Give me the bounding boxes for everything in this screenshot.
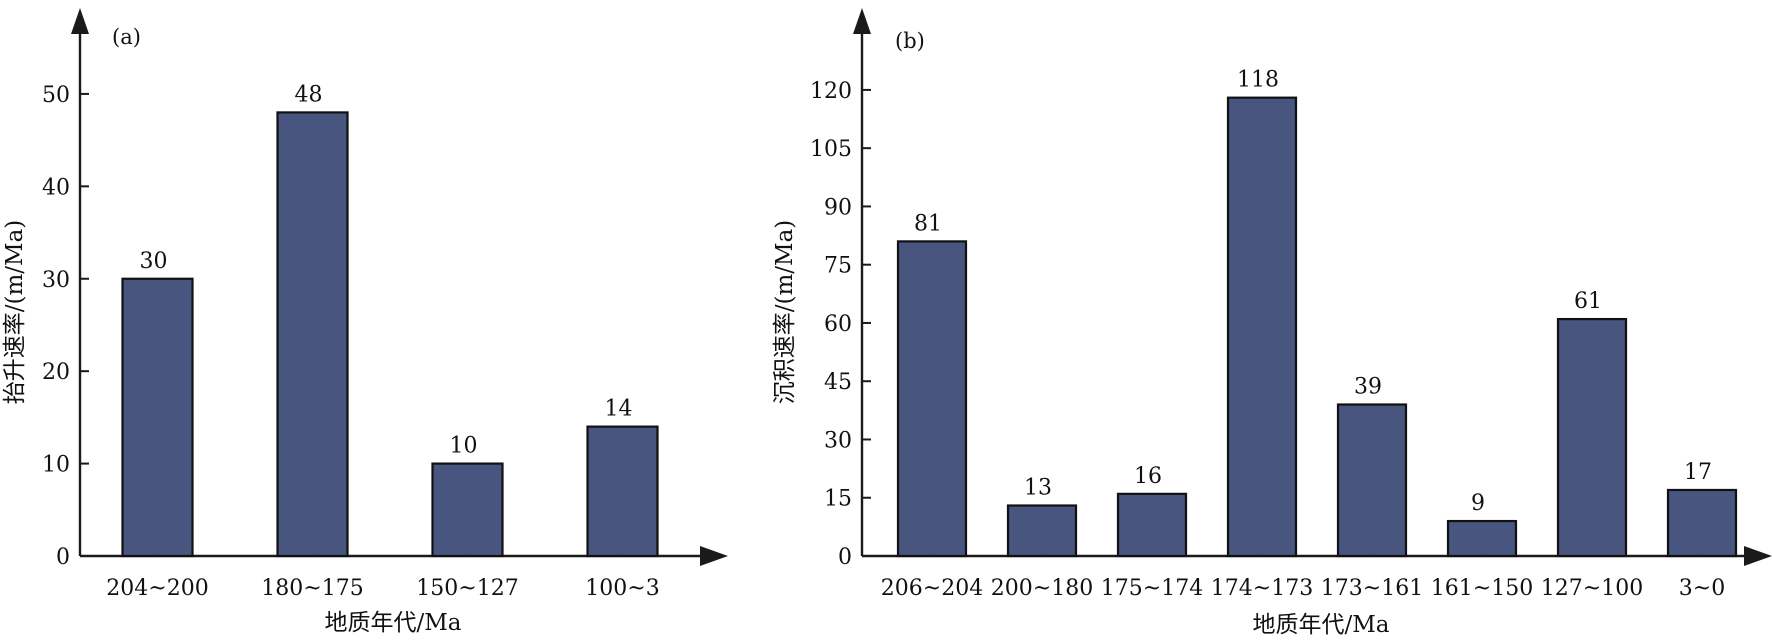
data-label: 10 (450, 434, 478, 459)
y-tick-label: 90 (824, 195, 852, 220)
bar-161~150 (1446, 519, 1518, 558)
y-tick-label: 20 (42, 360, 70, 385)
y-tick-label: 30 (824, 428, 852, 453)
x-axis-arrow (1744, 546, 1772, 566)
bar-127~100 (1556, 317, 1628, 558)
data-label: 14 (605, 397, 633, 422)
x-tick-label: 206~204 (881, 576, 983, 601)
y-tick-label: 60 (824, 312, 852, 337)
y-tick-label: 0 (838, 545, 852, 570)
bar-174~173 (1226, 96, 1298, 558)
chart-panel-a: 0 10 20 30 40 50 30 204~200 48 180~175 10 150~127 14… (2, 8, 728, 636)
data-label: 30 (140, 249, 168, 274)
panel-label: (b) (895, 29, 925, 53)
x-tick-label: 173~161 (1321, 576, 1423, 601)
data-label: 81 (914, 211, 942, 236)
x-tick-label: 150~127 (416, 576, 518, 601)
data-label: 17 (1684, 460, 1712, 485)
x-tick-label: 180~175 (261, 576, 363, 601)
x-tick-label: 204~200 (106, 576, 208, 601)
y-axis-title: 沉积速率/(m/Ma) (772, 220, 798, 405)
y-tick-label: 15 (824, 487, 852, 512)
data-label: 61 (1574, 289, 1602, 314)
bar-3~0 (1666, 488, 1738, 558)
y-axis-title: 抬升速率/(m/Ma) (2, 220, 28, 405)
bar-100~3 (586, 425, 659, 558)
y-tick-label: 75 (824, 254, 852, 279)
x-axis-title: 地质年代/Ma (1252, 612, 1389, 638)
bar-180~175 (276, 111, 349, 558)
data-label: 9 (1471, 491, 1485, 516)
bar-204~200 (121, 277, 194, 558)
x-tick-label: 161~150 (1431, 576, 1533, 601)
y-tick-label: 30 (42, 268, 70, 293)
y-tick-label: 0 (56, 545, 70, 570)
bar-200~180 (1006, 504, 1078, 558)
bar-150~127 (431, 462, 504, 558)
y-tick-label: 40 (42, 175, 70, 200)
y-tick-label: 120 (810, 79, 852, 104)
data-label: 118 (1237, 68, 1279, 93)
data-label: 16 (1134, 464, 1162, 489)
y-tick-label: 105 (810, 137, 852, 162)
bar-206~204 (896, 240, 968, 558)
x-axis-arrow (700, 546, 728, 566)
y-axis-arrow (71, 8, 89, 34)
data-label: 39 (1354, 375, 1382, 400)
x-tick-label: 127~100 (1541, 576, 1643, 601)
y-tick-label: 50 (42, 83, 70, 108)
x-tick-label: 3~0 (1679, 576, 1725, 601)
data-label: 48 (295, 82, 323, 107)
panel-label: (a) (112, 25, 141, 49)
data-label: 13 (1024, 476, 1052, 501)
chart-panel-b: 015304560759010512081206~20413200~180161… (772, 8, 1772, 638)
x-tick-label: 175~174 (1101, 576, 1203, 601)
bar-173~161 (1336, 403, 1408, 558)
x-axis-title: 地质年代/Ma (324, 610, 461, 636)
x-tick-label: 200~180 (991, 576, 1093, 601)
bar-175~174 (1116, 492, 1188, 558)
x-tick-label: 100~3 (585, 576, 659, 601)
x-tick-label: 174~173 (1211, 576, 1313, 601)
y-tick-label: 10 (42, 453, 70, 478)
y-tick-label: 45 (824, 370, 852, 395)
y-axis-arrow (853, 8, 871, 34)
